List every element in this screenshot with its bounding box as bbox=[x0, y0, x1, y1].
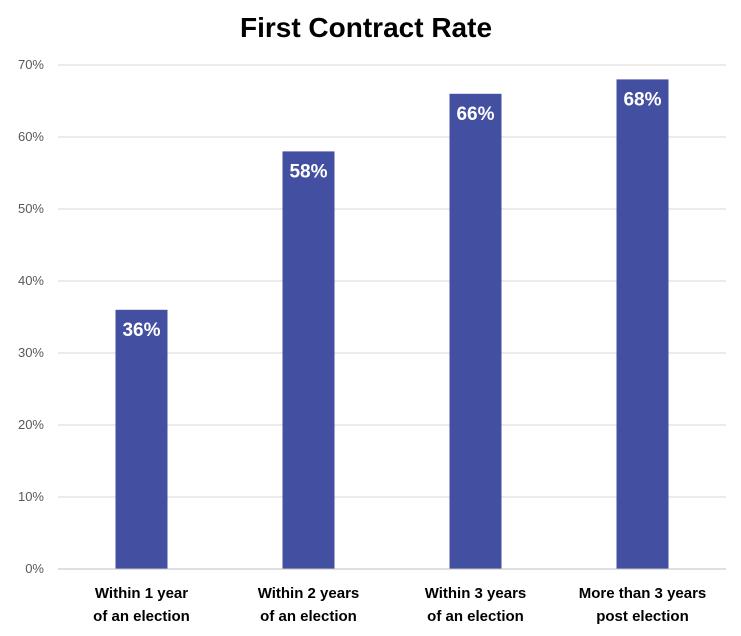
x-tick-label: Within 1 year of an election bbox=[93, 585, 190, 625]
y-tick-label: 60% bbox=[18, 129, 44, 144]
x-tick-label: Within 3 years of an election bbox=[425, 585, 527, 625]
y-axis-ticks: 0% 10% 20% 30% 40% 50% 60% 70% bbox=[18, 57, 44, 576]
y-tick-label: 50% bbox=[18, 201, 44, 216]
gridlines bbox=[58, 64, 726, 498]
y-tick-label: 40% bbox=[18, 273, 44, 288]
data-label: 68% bbox=[623, 89, 661, 110]
bar bbox=[115, 309, 168, 569]
x-tick-label: More than 3 years post election bbox=[579, 585, 707, 625]
x-tick-label-line: More than 3 years bbox=[579, 585, 707, 602]
bar bbox=[282, 151, 335, 569]
x-tick-label: Within 2 years of an election bbox=[258, 585, 360, 625]
x-tick-label-line: post election bbox=[596, 608, 689, 625]
bars bbox=[115, 79, 669, 570]
y-tick-label: 10% bbox=[18, 489, 44, 504]
x-tick-label-line: of an election bbox=[427, 608, 524, 625]
x-tick-label-line: Within 1 year bbox=[95, 585, 188, 602]
y-tick-label: 0% bbox=[25, 561, 44, 576]
data-label: 36% bbox=[122, 320, 160, 341]
x-tick-label-line: Within 2 years bbox=[258, 585, 360, 602]
x-tick-label-line: of an election bbox=[93, 608, 190, 625]
y-tick-label: 30% bbox=[18, 345, 44, 360]
y-tick-label: 20% bbox=[18, 417, 44, 432]
x-tick-label-line: of an election bbox=[260, 608, 357, 625]
data-labels: 36% 58% 66% 68% bbox=[122, 89, 661, 340]
x-tick-label-line: Within 3 years bbox=[425, 585, 527, 602]
chart-title: First Contract Rate bbox=[240, 12, 492, 43]
data-label: 66% bbox=[456, 104, 494, 125]
bar bbox=[616, 79, 669, 570]
data-label: 58% bbox=[289, 161, 327, 182]
y-tick-label: 70% bbox=[18, 57, 44, 72]
bar bbox=[449, 93, 502, 570]
